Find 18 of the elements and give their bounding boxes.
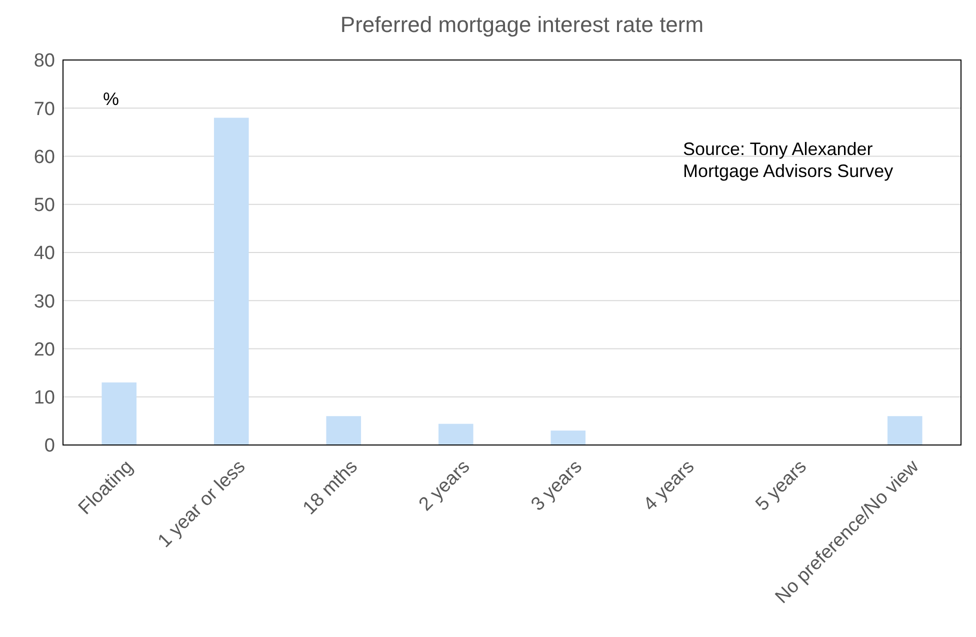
y-tick-label: 10 (34, 388, 55, 409)
bar (438, 424, 474, 445)
y-tick-label: 0 (44, 436, 55, 457)
bar (214, 118, 249, 445)
bar (326, 416, 362, 445)
annotation: Source: Tony Alexander Mortgage Advisors Survey (683, 139, 894, 181)
bar (102, 382, 137, 445)
y-tick-label: 40 (34, 243, 55, 264)
bar (550, 430, 586, 445)
y-tick-label: 20 (34, 339, 55, 360)
y-tick-label: 60 (34, 146, 55, 168)
y-tick-label: 70 (34, 98, 55, 120)
y-axis-title: % (103, 89, 120, 109)
y-tick-label: 80 (34, 50, 55, 72)
y-tick-label: 30 (34, 291, 55, 312)
bar (887, 416, 922, 445)
chart-title: Preferred mortgage interest rate term (340, 12, 704, 37)
y-tick-label: 50 (34, 195, 55, 216)
